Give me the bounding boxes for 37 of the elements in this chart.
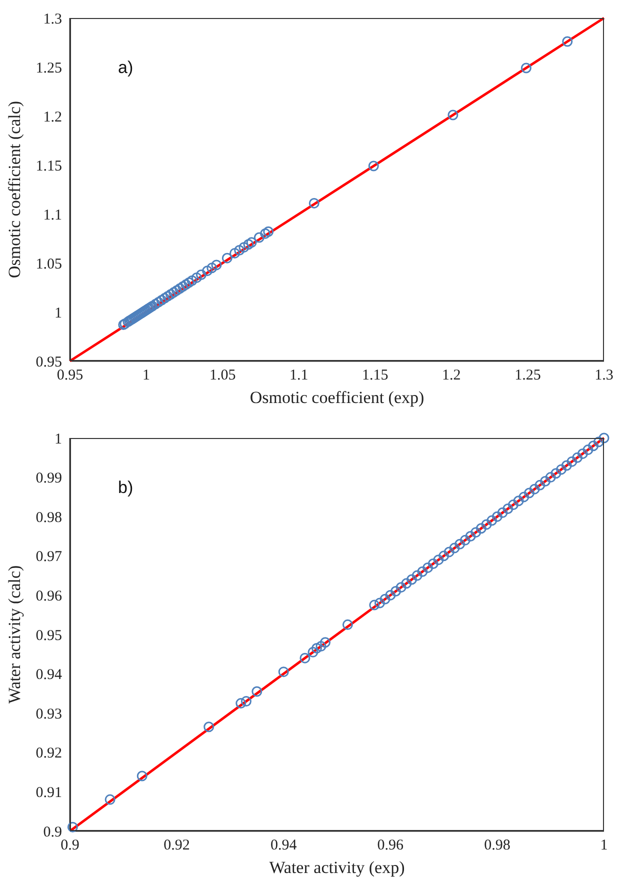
x-tick-label: 0.98 [484, 838, 510, 854]
x-tick-label: 1.25 [514, 368, 541, 384]
x-tick-label: 0.96 [377, 838, 404, 854]
annotation: a) [118, 58, 134, 78]
x-tick-label: 1 [142, 368, 150, 384]
y-tick-label: 1.15 [36, 158, 62, 174]
x-tick-label: 1.05 [209, 368, 236, 384]
y-tick-label: 1.25 [36, 60, 62, 76]
y-tick-label: 1 [54, 431, 62, 448]
y-tick-label: 1.2 [43, 109, 62, 126]
x-tick-label: 0.92 [164, 838, 190, 854]
x-tick-label: 1.15 [362, 368, 388, 384]
x-tick-label: 1 [600, 838, 608, 854]
y-axis-title: Water activity (calc) [5, 565, 24, 704]
y-tick-label: 0.97 [36, 549, 62, 566]
y-tick-label: 0.92 [36, 746, 62, 762]
x-tick-label: 1.3 [594, 368, 614, 384]
y-tick-label: 0.95 [36, 354, 62, 370]
y-tick-label: 1 [54, 305, 62, 322]
y-axis-title: Osmotic coefficient (calc) [5, 100, 24, 278]
y-tick-label: 1.1 [43, 207, 62, 224]
y-tick-label: 0.98 [36, 510, 62, 526]
y-tick-label: 1.3 [43, 11, 62, 28]
y-tick-label: 0.96 [36, 588, 62, 605]
x-tick-label: 0.94 [270, 838, 298, 854]
x-axis-title: Water activity (exp) [269, 858, 405, 877]
y-tick-label: 0.93 [36, 706, 62, 722]
y-tick-label: 0.9 [43, 824, 62, 840]
x-tick-label: 1.1 [289, 368, 308, 384]
y-tick-label: 0.91 [36, 785, 62, 802]
y-tick-label: 0.99 [36, 470, 62, 487]
annotation: b) [118, 478, 134, 498]
y-tick-label: 0.95 [36, 628, 62, 644]
x-axis-title: Osmotic coefficient (exp) [250, 388, 424, 407]
x-tick-label: 1.2 [442, 368, 461, 384]
y-tick-label: 1.05 [36, 256, 62, 272]
y-tick-label: 0.94 [36, 667, 62, 684]
